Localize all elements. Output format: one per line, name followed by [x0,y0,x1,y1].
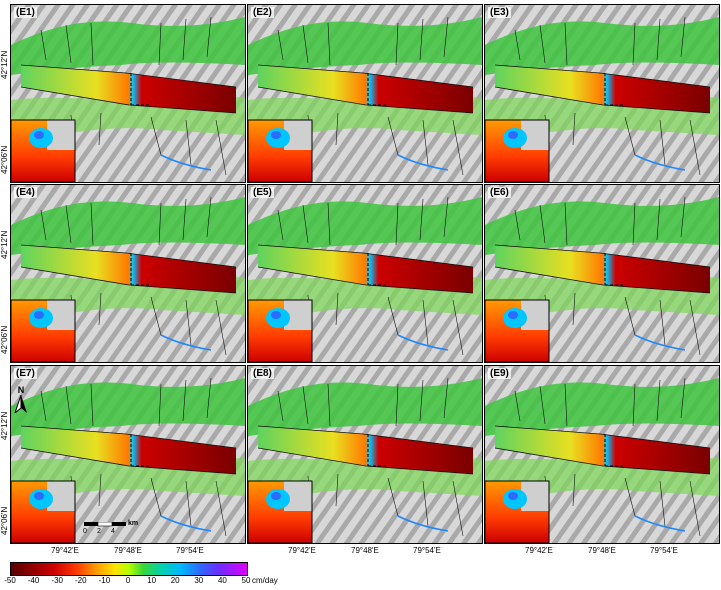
latitude-label: 42°06'N [0,145,9,174]
colorbar-tick-label: -50 [4,576,16,585]
velocity-map-e1 [11,5,245,182]
longitude-label: 79°42'E [51,546,79,555]
scale-label-4: 4 [111,528,115,535]
scale-bar-graphic [84,522,126,527]
colorbar-tick-label: -10 [98,576,111,585]
map-panel-e5: (E5) [247,184,483,363]
velocity-map-e6 [485,185,719,362]
velocity-map-e9 [485,366,719,543]
panel-label: (E3) [488,7,511,18]
colorbar-tick-label: 50 [241,576,251,585]
map-panel-e9: (E9) [484,365,720,544]
panel-label: (E7) [14,368,37,379]
longitude-label: 79°54'E [176,546,204,555]
map-panel-e1: (E1) [10,4,246,183]
scale-bar: 0 2 4 km [80,520,138,535]
north-arrow-icon [13,394,27,415]
map-panel-e7: (E7) [10,365,246,544]
longitude-label: 79°48'E [588,546,616,555]
latitude-label: 42°12'N [0,411,9,440]
map-panel-e3: (E3) [484,4,720,183]
map-panel-e4: (E4) [10,184,246,363]
colorbar-tick-label: 30 [194,576,204,585]
panel-label: (E8) [251,368,274,379]
scale-unit: km [128,520,139,527]
colorbar-tick-label: -30 [51,576,63,585]
map-panel-e6: (E6) [484,184,720,363]
colorbar-tick-label: 10 [147,576,157,585]
velocity-map-e3 [485,5,719,182]
longitude-label: 79°42'E [525,546,553,555]
scale-label-0: 0 [83,528,87,535]
colorbar-tick-label: 20 [170,576,180,585]
panel-label: (E5) [251,187,274,198]
velocity-map-e8 [248,366,482,543]
longitude-label: 79°54'E [650,546,678,555]
north-letter: N [17,385,25,395]
panel-label: (E2) [251,7,274,18]
panel-label: (E4) [14,187,37,198]
velocity-map-e4 [11,185,245,362]
latitude-label: 42°12'N [0,230,9,259]
latitude-label: 42°06'N [0,506,9,535]
colorbar-tick-label: -20 [75,576,87,585]
velocity-map-e2 [248,5,482,182]
colorbar-tick-label: 0 [125,576,131,585]
colorbar-tick-label: -40 [27,576,40,585]
colorbar-unit: cm/day [252,576,278,585]
longitude-label: 79°54'E [413,546,441,555]
longitude-label: 79°42'E [288,546,316,555]
panel-label: (E9) [488,368,511,379]
map-panel-e8: (E8) [247,365,483,544]
north-arrow: N [13,385,28,415]
latitude-label: 42°12'N [0,50,9,79]
colorbar [10,562,248,576]
panel-label: (E6) [488,187,511,198]
longitude-label: 79°48'E [114,546,142,555]
map-panel-e2: (E2) [247,4,483,183]
velocity-map-e5 [248,185,482,362]
colorbar-tick-label: 40 [217,576,227,585]
velocity-map-e7 [11,366,245,543]
scale-label-2: 2 [97,528,101,535]
panel-label: (E1) [14,7,37,18]
latitude-label: 42°06'N [0,325,9,354]
longitude-label: 79°48'E [351,546,379,555]
